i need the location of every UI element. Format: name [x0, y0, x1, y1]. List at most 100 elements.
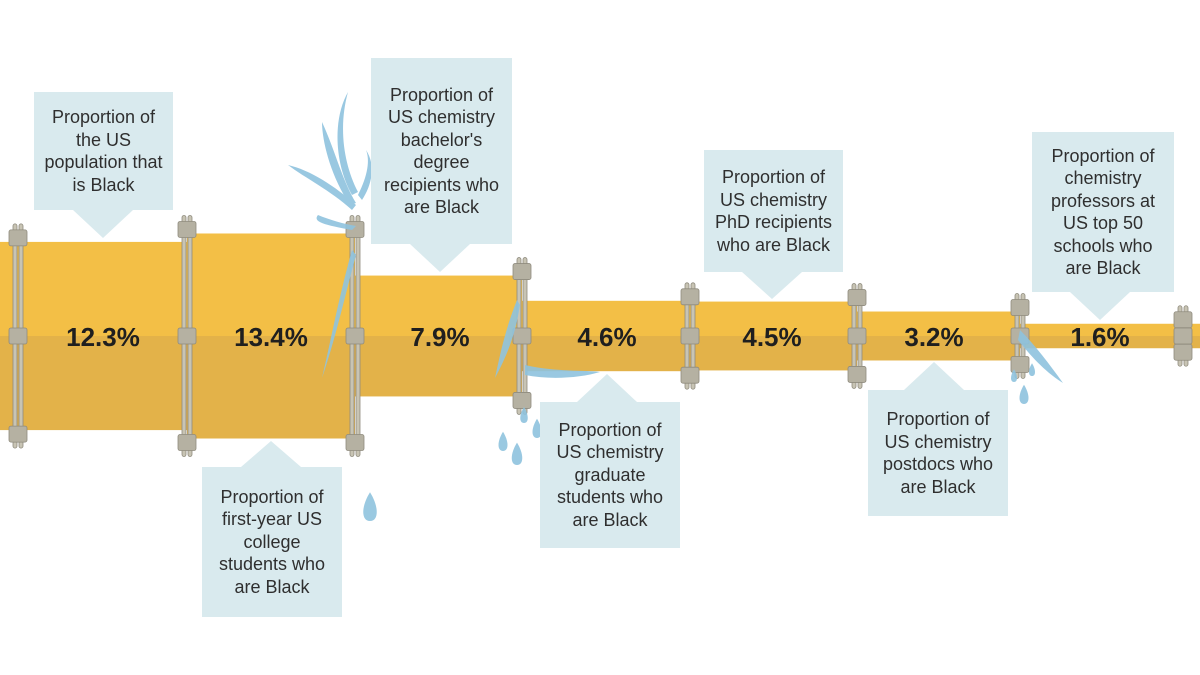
flange-bolt — [177, 221, 197, 238]
flange-bolt — [1010, 299, 1030, 316]
pipe-segment-bottom — [0, 336, 187, 431]
water-spray — [495, 300, 520, 378]
pipe-segment — [187, 233, 355, 439]
data-label: 13.4% — [234, 322, 308, 352]
callout-pointer — [577, 374, 637, 402]
callout-pointer — [1070, 292, 1130, 320]
data-label: 3.2% — [904, 322, 963, 352]
category-callout: Proportion of US chemistry graduate stud… — [540, 402, 680, 548]
pipe-segment — [857, 311, 1020, 361]
category-callout: Proportion of US chemistry postdocs who … — [868, 390, 1008, 516]
callout-pointer — [742, 272, 802, 299]
category-label: Proportion of US chemistry bachelor's de… — [383, 84, 500, 218]
data-label: 1.6% — [1070, 322, 1129, 352]
pipe-segment-bottom — [355, 336, 522, 397]
pipe-segment — [355, 275, 522, 397]
flange-bolt — [847, 289, 867, 306]
data-label: 4.5% — [742, 322, 801, 352]
pipe-segment-bottom — [1020, 336, 1200, 349]
pipe-flange — [1173, 305, 1193, 367]
water-drop — [363, 492, 377, 521]
water-spray — [358, 150, 372, 200]
flange-bolt — [1010, 356, 1030, 373]
water-spray — [525, 365, 600, 378]
water-spray — [1018, 330, 1063, 383]
flange-bolt — [8, 327, 28, 345]
water-spray — [322, 122, 356, 205]
pipe-segment — [690, 301, 857, 371]
pipe-segment — [522, 300, 690, 372]
pipe-segment — [1020, 323, 1200, 349]
water-spray — [288, 165, 356, 210]
flange-bolt — [680, 327, 700, 345]
category-callout: Proportion of chemistry professors at US… — [1032, 132, 1174, 292]
pipe-flange — [512, 257, 532, 415]
flange-bolt — [512, 263, 532, 280]
water-spray — [337, 92, 358, 195]
pipe-segment-top — [1020, 323, 1200, 337]
water-drop — [498, 431, 508, 451]
category-label: Proportion of the US population that is … — [44, 107, 163, 195]
pipe-flange — [177, 215, 197, 457]
pipe-flange — [345, 215, 365, 457]
flange-bolt — [847, 327, 867, 345]
water-leak-group — [288, 92, 1063, 521]
water-drop — [511, 442, 523, 465]
flange-bolt — [345, 327, 365, 345]
pipe-segment-top — [187, 233, 355, 337]
data-label: 12.3% — [66, 322, 140, 352]
data-label: 4.6% — [577, 322, 636, 352]
flange-bolt — [345, 434, 365, 451]
flange-bolt — [345, 221, 365, 238]
pipe-segment-bottom — [857, 336, 1020, 361]
category-label: Proportion of first-year US college stud… — [218, 486, 326, 597]
flange-bolt — [177, 434, 197, 451]
flange-bolt — [1173, 343, 1193, 361]
category-callout: Proportion of US chemistry bachelor's de… — [371, 58, 512, 244]
pipe-flange — [847, 283, 867, 389]
water-drop — [520, 407, 528, 423]
water-drop — [1011, 369, 1017, 382]
pipe-segment-bottom — [187, 336, 355, 439]
water-drop — [1029, 363, 1035, 376]
category-callout: Proportion of first-year US college stud… — [202, 467, 342, 617]
pipe-segment-top — [857, 311, 1020, 337]
flange-bolt — [680, 288, 700, 306]
flange-bolt — [680, 366, 700, 384]
water-spray — [316, 215, 356, 230]
category-label: Proportion of US chemistry postdocs who … — [882, 409, 994, 497]
pipe-segment-top — [522, 300, 690, 337]
pipe-segment — [0, 241, 187, 431]
callout-pointer — [241, 441, 301, 467]
category-label: Proportion of chemistry professors at US… — [1050, 145, 1156, 279]
water-drop — [532, 418, 542, 438]
water-spray — [322, 250, 356, 378]
category-label: Proportion of US chemistry graduate stud… — [556, 419, 664, 530]
category-callout: Proportion of US chemistry PhD recipient… — [704, 150, 843, 272]
flange-bolt — [8, 229, 28, 247]
flange-bolt — [177, 327, 197, 345]
category-callout: Proportion of the US population that is … — [34, 92, 173, 210]
flange-bolt — [512, 327, 532, 345]
flange-bolt — [512, 392, 532, 409]
flange-bolt — [847, 366, 867, 383]
pipe-segment-bottom — [690, 336, 857, 371]
flange-bolt — [8, 425, 28, 443]
data-label: 7.9% — [410, 322, 469, 352]
callout-pointer — [904, 362, 964, 390]
pipe-segment-top — [0, 241, 187, 337]
pipe-flange — [8, 223, 28, 449]
callout-pointer — [73, 210, 133, 238]
pipe-segment-bottom — [522, 336, 690, 372]
flange-bolt — [1173, 327, 1193, 345]
flange-bolt — [1173, 311, 1193, 329]
pipe-flange — [680, 282, 700, 390]
pipe-flange — [1010, 293, 1030, 379]
water-drop — [1019, 384, 1029, 404]
category-label: Proportion of US chemistry PhD recipient… — [714, 167, 833, 255]
pipe-segment-top — [690, 301, 857, 337]
callout-pointer — [410, 244, 470, 272]
pipe-segment-top — [355, 275, 522, 337]
